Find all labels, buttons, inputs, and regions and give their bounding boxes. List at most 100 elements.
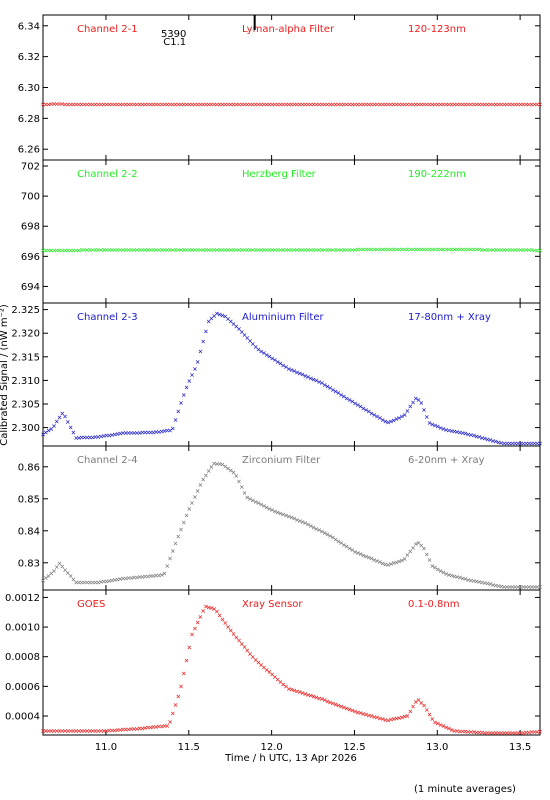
data-point: ×: [151, 428, 156, 437]
data-point: ×: [65, 246, 70, 255]
data-point: ×: [463, 727, 468, 736]
data-point: ×: [333, 700, 338, 709]
data-point: ×: [110, 246, 115, 255]
data-point: ×: [535, 246, 540, 255]
data-point: ×: [408, 245, 413, 254]
data-point: ×: [339, 245, 344, 254]
data-point: ×: [165, 100, 170, 109]
data-point: ×: [253, 342, 258, 351]
data-point: ×: [143, 428, 148, 437]
data-point: ×: [295, 368, 300, 377]
data-point: ×: [513, 729, 518, 738]
data-point: ×: [358, 550, 363, 559]
panel-frame: [42, 159, 541, 304]
data-point: ×: [388, 417, 393, 426]
data-point: ×: [137, 100, 142, 109]
data-point: ×: [157, 246, 162, 255]
data-point: ×: [99, 100, 104, 109]
data-point: ×: [143, 100, 148, 109]
y-tick-label: 6.34: [18, 21, 40, 32]
data-point: ×: [319, 695, 324, 704]
data-point: ×: [383, 715, 388, 724]
data-point: ×: [344, 542, 349, 551]
data-point: ×: [289, 245, 294, 254]
data-point: ×: [223, 619, 228, 628]
data-point: ×: [284, 245, 289, 254]
data-point: ×: [54, 246, 59, 255]
data-point: ×: [532, 728, 537, 737]
data-point: ×: [284, 682, 289, 691]
y-tick-label: 702: [21, 162, 40, 173]
data-point: ×: [170, 424, 175, 433]
data-point: ×: [325, 382, 330, 391]
data-point: ×: [159, 246, 164, 255]
data-point: ×: [289, 685, 294, 694]
data-point: ×: [85, 726, 90, 735]
data-point: ×: [74, 246, 79, 255]
data-point: ×: [361, 245, 366, 254]
data-point: ×: [449, 571, 454, 580]
data-point: ×: [535, 582, 540, 591]
data-point: ×: [441, 100, 446, 109]
data-point: ×: [527, 100, 532, 109]
data-point: ×: [469, 576, 474, 585]
data-point: ×: [438, 720, 443, 729]
data-point: ×: [358, 100, 363, 109]
data-point: ×: [380, 715, 385, 724]
data-point: ×: [449, 100, 454, 109]
data-point: ×: [419, 245, 424, 254]
x-tick-label: 13.0: [426, 742, 448, 753]
data-point: ×: [248, 100, 253, 109]
data-point: ×: [306, 520, 311, 529]
data-point: ×: [306, 373, 311, 382]
data-point: ×: [192, 364, 197, 373]
data-point: ×: [134, 100, 139, 109]
data-point: ×: [209, 314, 214, 323]
data-point: ×: [339, 702, 344, 711]
data-point: ×: [380, 559, 385, 568]
data-point: ×: [460, 100, 465, 109]
data-point: ×: [402, 100, 407, 109]
data-point: ×: [134, 428, 139, 437]
data-point: ×: [154, 100, 159, 109]
data-point: ×: [322, 696, 327, 705]
data-point: ×: [206, 246, 211, 255]
panel-band: 0.1-0.8nm: [408, 599, 460, 610]
data-point: ×: [118, 575, 123, 584]
data-point: ×: [493, 100, 498, 109]
data-point: ×: [507, 729, 512, 738]
data-point: ×: [518, 729, 523, 738]
data-point: ×: [176, 532, 181, 541]
data-point: ×: [411, 245, 416, 254]
data-point: ×: [112, 575, 117, 584]
data-point: ×: [350, 546, 355, 555]
data-point: ×: [510, 100, 515, 109]
panel-title: Channel 2-1: [77, 24, 138, 35]
data-point: ×: [331, 533, 336, 542]
data-point: ×: [63, 565, 68, 574]
data-point: ×: [99, 432, 104, 441]
data-point: ×: [173, 415, 178, 424]
data-point: ×: [441, 425, 446, 434]
data-point: ×: [438, 567, 443, 576]
data-point: ×: [71, 428, 76, 437]
y-tick-label: 6.30: [18, 83, 40, 94]
data-point: ×: [289, 366, 294, 375]
data-point: ×: [419, 100, 424, 109]
data-point: ×: [480, 728, 485, 737]
data-point: ×: [267, 668, 272, 677]
data-point: ×: [524, 582, 529, 591]
data-point: ×: [110, 100, 115, 109]
data-point: ×: [391, 245, 396, 254]
data-point: ×: [529, 246, 534, 255]
data-point: ×: [228, 466, 233, 475]
data-point: ×: [118, 725, 123, 734]
data-point: ×: [314, 100, 319, 109]
data-point: ×: [123, 429, 128, 438]
data-point: ×: [361, 404, 366, 413]
data-point: ×: [234, 245, 239, 254]
data-point: ×: [148, 723, 153, 732]
data-point: ×: [377, 558, 382, 567]
data-point: ×: [165, 246, 170, 255]
data-point: ×: [46, 571, 51, 580]
